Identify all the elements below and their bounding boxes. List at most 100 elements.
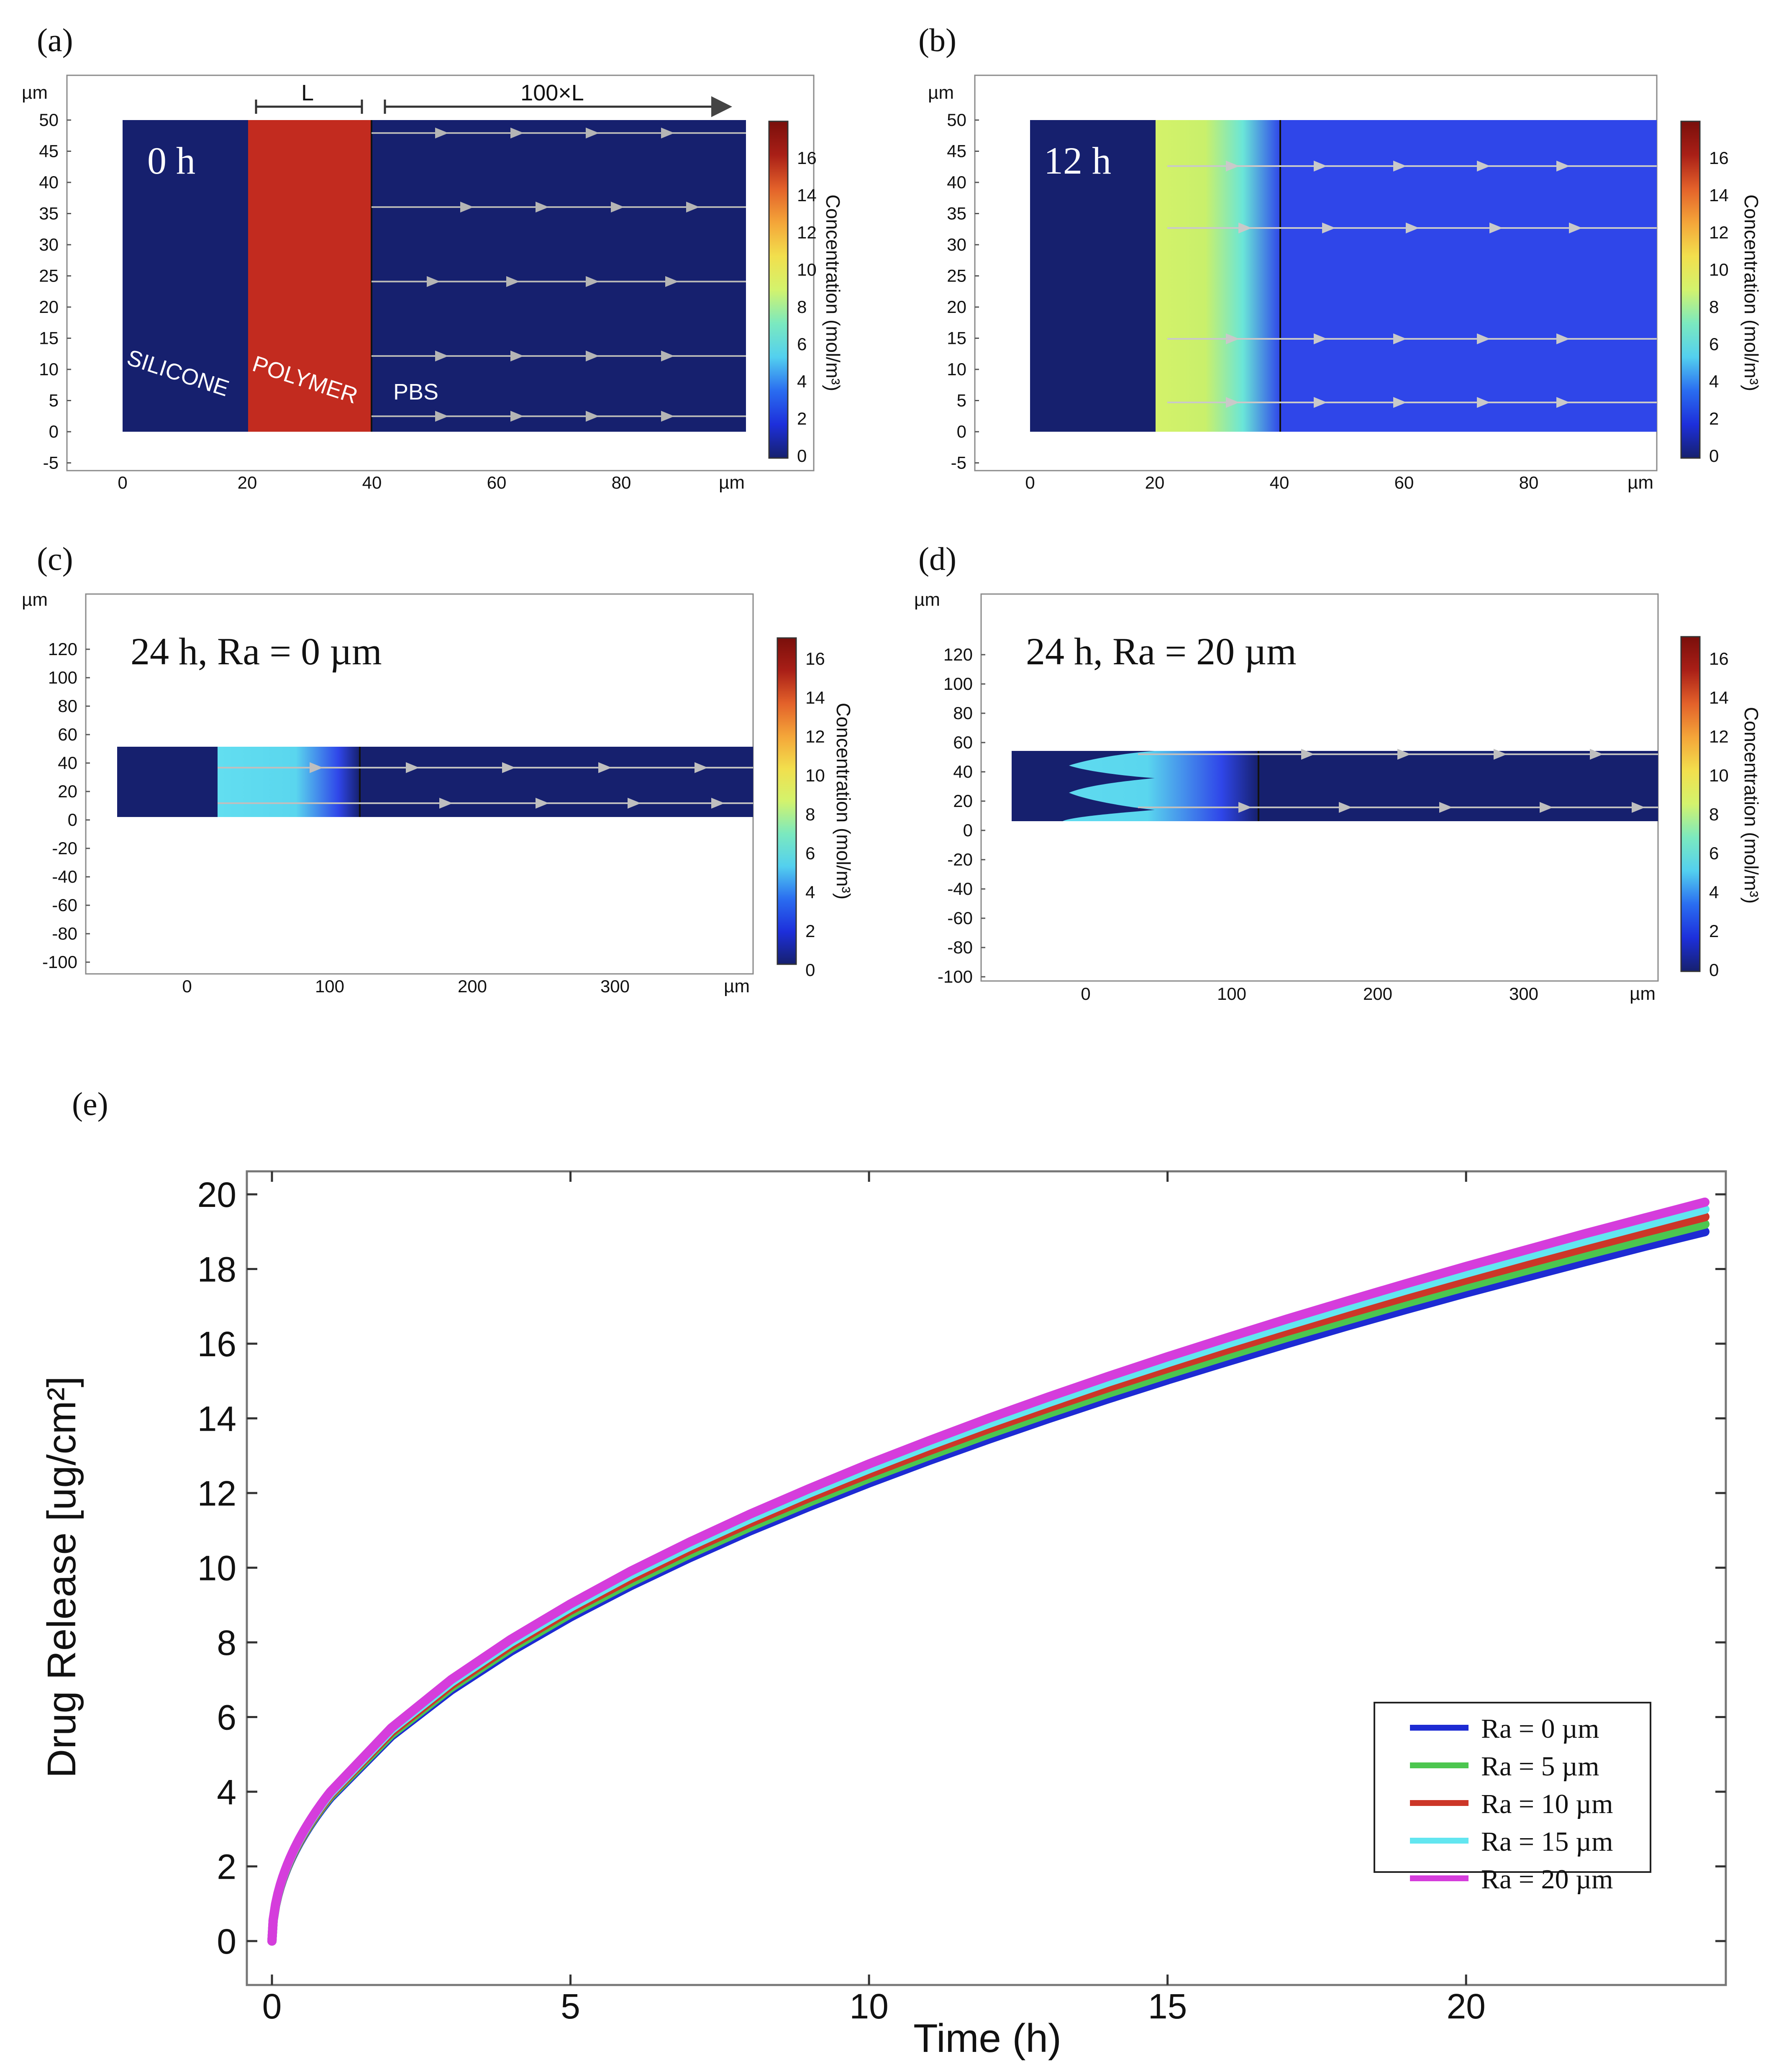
flow-arrow [1590, 749, 1603, 760]
legend-label-3: Ra = 15 µm [1481, 1826, 1613, 1857]
y-tick-label-d: -80 [947, 937, 973, 957]
flow-arrow [1393, 397, 1407, 408]
flow-arrow [1439, 802, 1453, 813]
y-tick-label-d: -20 [947, 850, 973, 869]
colorbar-tick-label-a: 10 [797, 260, 817, 279]
colorbar-tick-label-c: 10 [805, 766, 825, 785]
chart-series [267, 1197, 1709, 1946]
chart-x-label: Time (h) [913, 2016, 1061, 2061]
flow-arrow [1393, 333, 1407, 344]
flow-arrow [536, 202, 549, 213]
chart-x-tick-label: 10 [849, 1987, 888, 2026]
flow-arrow [661, 128, 674, 138]
y-tick-label-c: 40 [58, 753, 77, 773]
colorbar-tick-label-a: 4 [797, 371, 807, 391]
panel-label-a: (a) [37, 22, 73, 58]
y-unit-c: µm [22, 589, 48, 610]
y-axis-ticks-c: 120 100 80 60 40 20 0 -20 -40 -60 -80 -100 [42, 639, 90, 972]
flow-arrow [1322, 223, 1335, 233]
chart-y-tick-label: 6 [217, 1698, 236, 1737]
flow-arrow [435, 351, 449, 361]
colorbar-label-b: Concentration (mol/m³) [1740, 195, 1762, 391]
x-tick-label-a: 0 [118, 473, 127, 492]
y-tick-label-d: 60 [953, 732, 973, 752]
flow-arrow [536, 798, 549, 809]
flow-arrow [1238, 802, 1252, 813]
flow-arrow [1556, 333, 1570, 344]
colorbar-tick-label-d: 6 [1709, 843, 1719, 863]
flow-arrow [1489, 223, 1503, 233]
colorbar-tick-label-d: 12 [1709, 727, 1729, 746]
flow-arrow [695, 762, 708, 773]
chart-y-tick-label: 4 [217, 1772, 236, 1812]
flow-arrow [435, 128, 449, 138]
colorbar-a [768, 120, 789, 459]
y-tick-label-c: 120 [48, 639, 77, 659]
flow-arrow [586, 128, 599, 138]
colorbar-ticks-c: 16 14 12 10 8 6 4 2 0 [805, 649, 825, 980]
y-tick-label-a: 15 [39, 328, 59, 348]
y-tick-label-d: 40 [953, 762, 973, 781]
y-tick-label-d: 0 [963, 820, 973, 840]
y-tick-label-d: -40 [947, 879, 973, 899]
flow-arrow [1301, 749, 1315, 760]
flow-arrow [1238, 223, 1252, 233]
colorbar-tick-label-c: 4 [805, 882, 815, 902]
y-tick-label-b: 0 [957, 422, 966, 441]
x-axis-ticks-c: 0 100 200 300 [182, 976, 630, 996]
flow-arrow [1477, 397, 1490, 408]
streamlines-b [1167, 161, 1657, 408]
silicone-region-b [1030, 120, 1156, 432]
flow-arrow [586, 276, 599, 287]
streamlines-c [218, 762, 753, 809]
series-line-4 [267, 1197, 1709, 1946]
x-tick-label-d: 200 [1363, 984, 1392, 1004]
x-unit-d: µm [1630, 983, 1656, 1004]
y-tick-label-a: 20 [39, 297, 59, 317]
x-tick-label-b: 80 [1519, 473, 1539, 492]
flow-arrow [1339, 802, 1352, 813]
chart-x-tick-label: 20 [1446, 1987, 1485, 2026]
time-label-c: 24 h, Ra = 0 µm [131, 630, 382, 673]
colorbar-tick-label-a: 12 [797, 223, 817, 242]
x-tick-label-b: 20 [1145, 473, 1165, 492]
chart-y-label: Drug Release [ug/cm²] [39, 1376, 84, 1778]
y-unit-d: µm [914, 589, 940, 610]
chart-y-tick-label: 0 [217, 1922, 236, 1961]
flow-arrow [1477, 333, 1490, 344]
flow-arrow [1226, 397, 1239, 408]
y-tick-label-c: 20 [58, 781, 77, 801]
y-tick-label-b: 20 [947, 297, 966, 317]
colorbar-tick-label-c: 8 [805, 804, 815, 824]
y-tick-label-b: 40 [947, 172, 966, 192]
colorbar-tick-label-b: 4 [1709, 371, 1719, 391]
colorbar-tick-label-a: 14 [797, 185, 817, 205]
streamlines-a [372, 128, 746, 422]
region-label-pbs: PBS [393, 379, 438, 405]
colorbar-tick-label-a: 6 [797, 334, 807, 354]
colorbar-d [1680, 636, 1701, 972]
flow-arrow [1226, 333, 1239, 344]
y-tick-label-b: 50 [947, 110, 966, 130]
colorbar-tick-label-c: 6 [805, 843, 815, 863]
x-axis-ticks-a: 0 20 40 60 80 [118, 473, 631, 492]
y-tick-label-c: 0 [68, 810, 77, 830]
chart-y-tick-label: 2 [217, 1847, 236, 1887]
panel-label-c: (c) [37, 540, 73, 577]
x-axis-ticks-d: 0 100 200 300 [1081, 984, 1538, 1004]
colorbar-label-d: Concentration (mol/m³) [1740, 707, 1762, 904]
colorbar-tick-label-b: 12 [1709, 223, 1729, 242]
colorbar-tick-label-b: 8 [1709, 297, 1719, 317]
y-tick-label-a: 5 [49, 391, 59, 410]
colorbar-tick-label-d: 10 [1709, 766, 1729, 785]
x-tick-label-c: 300 [600, 976, 630, 996]
x-tick-label-a: 20 [238, 473, 257, 492]
pbs-region-a [372, 120, 746, 432]
streamlines-d [1138, 749, 1658, 813]
flow-arrow [460, 202, 474, 213]
colorbar-tick-label-c: 0 [805, 960, 815, 980]
flow-arrow [1314, 333, 1327, 344]
legend-label-2: Ra = 10 µm [1481, 1789, 1613, 1819]
flow-arrow [406, 762, 419, 773]
